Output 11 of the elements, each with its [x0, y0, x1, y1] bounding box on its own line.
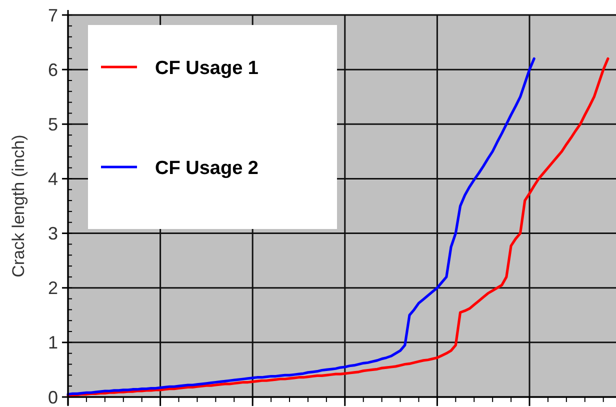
y-tick-label: 2	[48, 278, 58, 298]
y-tick-label: 4	[48, 169, 58, 190]
y-axis-title: Crack length (inch)	[9, 134, 28, 278]
legend-label: CF Usage 2	[155, 158, 258, 179]
y-tick-label: 6	[48, 60, 58, 80]
y-tick-label: 0	[48, 387, 58, 407]
legend-label: CF Usage 1	[155, 58, 259, 79]
y-tick-label: 7	[48, 5, 58, 26]
y-tick-label: 3	[48, 224, 58, 244]
y-tick-label: 5	[48, 114, 58, 134]
y-tick-label: 1	[48, 332, 58, 353]
